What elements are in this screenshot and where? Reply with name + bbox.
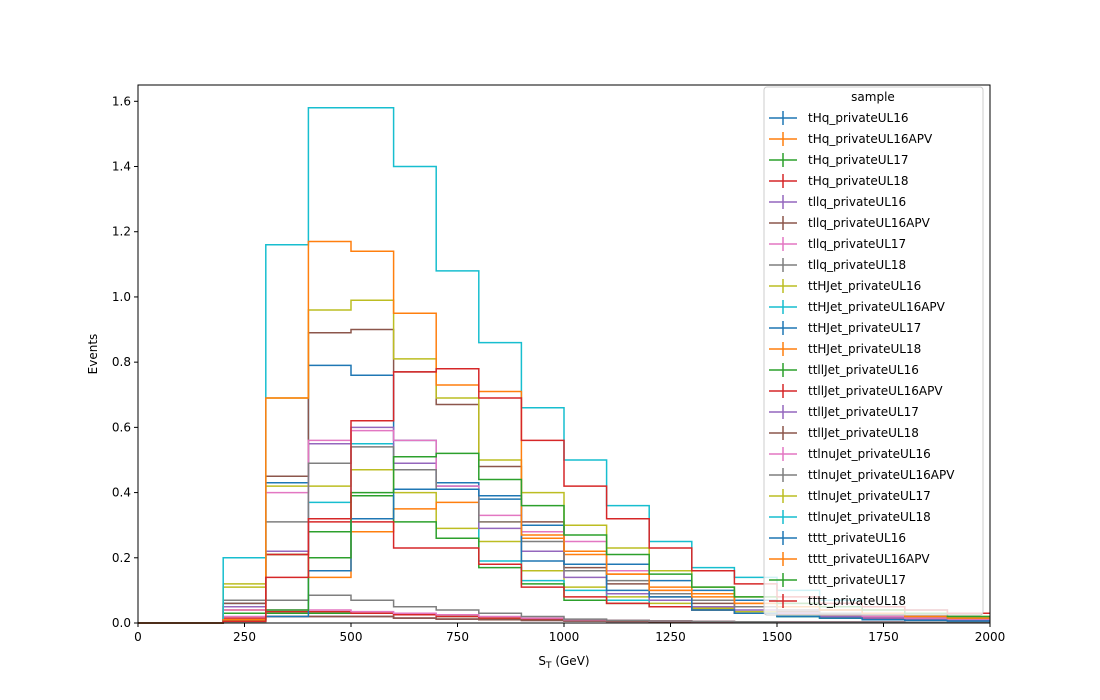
- x-ticks: 0 250 500 750 1000 1250 1500 1750 2000: [134, 623, 1005, 644]
- legend-entry: ttllJet_privateUL17: [769, 405, 919, 419]
- legend-label: tllq_privateUL16APV: [808, 216, 931, 230]
- legend-entry: ttlnuJet_privateUL17: [769, 489, 931, 503]
- y-tick-label: 1.2: [112, 225, 131, 239]
- series-line-7: [138, 594, 990, 624]
- legend: sample tHq_privateUL16 tHq_privateUL16APV…: [763, 86, 984, 616]
- y-ticks: 0.0 0.2 0.4 0.6 0.8 1.0 1.2 1.4 1.6: [112, 94, 138, 630]
- legend-entry: tttt_privateUL17: [769, 573, 906, 587]
- legend-entry: ttHJet_privateUL16APV: [769, 300, 946, 314]
- legend-entry: tllq_privateUL16APV: [769, 216, 931, 230]
- legend-label: tllq_privateUL16: [808, 195, 906, 209]
- legend-label: tHq_privateUL16: [808, 111, 909, 125]
- x-axis-label-main: S: [538, 654, 546, 668]
- legend-label: ttHJet_privateUL16: [808, 279, 921, 293]
- legend-label: tllq_privateUL18: [808, 258, 906, 272]
- legend-entry: tllq_privateUL16: [769, 195, 906, 209]
- legend-entry: tHq_privateUL16: [769, 111, 909, 125]
- x-tick-label: 1000: [549, 630, 580, 644]
- y-tick-label: 1.0: [112, 290, 131, 304]
- x-tick-label: 1500: [762, 630, 793, 644]
- legend-label: ttHJet_privateUL17: [808, 321, 921, 335]
- x-tick-label: 2000: [975, 630, 1006, 644]
- legend-entry: tHq_privateUL16APV: [769, 132, 933, 146]
- x-tick-label: 750: [446, 630, 469, 644]
- legend-label: ttllJet_privateUL18: [808, 426, 919, 440]
- legend-entry: tllq_privateUL18: [769, 258, 906, 272]
- legend-label: tHq_privateUL18: [808, 174, 909, 188]
- x-tick-label: 0: [134, 630, 142, 644]
- y-tick-label: 0.8: [112, 355, 131, 369]
- x-tick-label: 250: [233, 630, 256, 644]
- y-axis-label: Events: [86, 334, 100, 375]
- legend-label: tHq_privateUL16APV: [808, 132, 933, 146]
- legend-entry: ttllJet_privateUL16APV: [769, 384, 943, 398]
- legend-box: [763, 86, 984, 616]
- legend-label: ttlnuJet_privateUL16: [808, 447, 931, 461]
- legend-entry: ttHJet_privateUL17: [769, 321, 921, 335]
- legend-label: tHq_privateUL17: [808, 153, 909, 167]
- legend-entry: ttHJet_privateUL16: [769, 279, 921, 293]
- legend-entry: ttlnuJet_privateUL18: [769, 510, 931, 524]
- legend-label: ttllJet_privateUL16APV: [808, 384, 943, 398]
- legend-label: ttHJet_privateUL18: [808, 342, 921, 356]
- legend-label: ttllJet_privateUL17: [808, 405, 919, 419]
- legend-label: ttlnuJet_privateUL17: [808, 489, 931, 503]
- legend-entries: tHq_privateUL16 tHq_privateUL16APV tHq_pri…: [769, 111, 955, 608]
- legend-entry: tHq_privateUL17: [769, 153, 909, 167]
- y-tick-label: 0.2: [112, 551, 131, 565]
- y-tick-label: 0.6: [112, 420, 131, 434]
- legend-label: tllq_privateUL17: [808, 237, 906, 251]
- legend-label: ttlnuJet_privateUL16APV: [808, 468, 955, 482]
- x-axis-label-unit: (GeV): [552, 654, 590, 668]
- y-tick-label: 0.4: [112, 486, 131, 500]
- legend-label: ttlnuJet_privateUL18: [808, 510, 931, 524]
- legend-entry: tttt_privateUL16APV: [769, 552, 930, 566]
- x-tick-label: 500: [340, 630, 363, 644]
- legend-label: ttllJet_privateUL16: [808, 363, 919, 377]
- legend-label: tttt_privateUL18: [808, 594, 906, 608]
- legend-label: tttt_privateUL16: [808, 531, 906, 545]
- legend-entry: tllq_privateUL17: [769, 237, 906, 251]
- legend-label: tttt_privateUL16APV: [808, 552, 930, 566]
- y-tick-label: 1.6: [112, 94, 131, 108]
- x-axis-label-subscript: T: [545, 661, 552, 671]
- legend-title: sample: [851, 90, 895, 104]
- legend-entry: tHq_privateUL18: [769, 174, 909, 188]
- legend-entry: ttHJet_privateUL18: [769, 342, 921, 356]
- y-tick-label: 0.0: [112, 616, 131, 630]
- legend-entry: tttt_privateUL18: [769, 594, 906, 608]
- legend-entry: ttlnuJet_privateUL16APV: [769, 468, 955, 482]
- legend-entry: ttllJet_privateUL18: [769, 426, 919, 440]
- legend-entry: ttllJet_privateUL16: [769, 363, 919, 377]
- legend-label: tttt_privateUL17: [808, 573, 906, 587]
- legend-label: ttHJet_privateUL16APV: [808, 300, 946, 314]
- x-tick-label: 1250: [655, 630, 686, 644]
- legend-entry: ttlnuJet_privateUL16: [769, 447, 931, 461]
- x-axis-label: ST (GeV): [538, 654, 589, 671]
- legend-entry: tttt_privateUL16: [769, 531, 906, 545]
- x-tick-label: 1750: [868, 630, 899, 644]
- y-tick-label: 1.4: [112, 160, 131, 174]
